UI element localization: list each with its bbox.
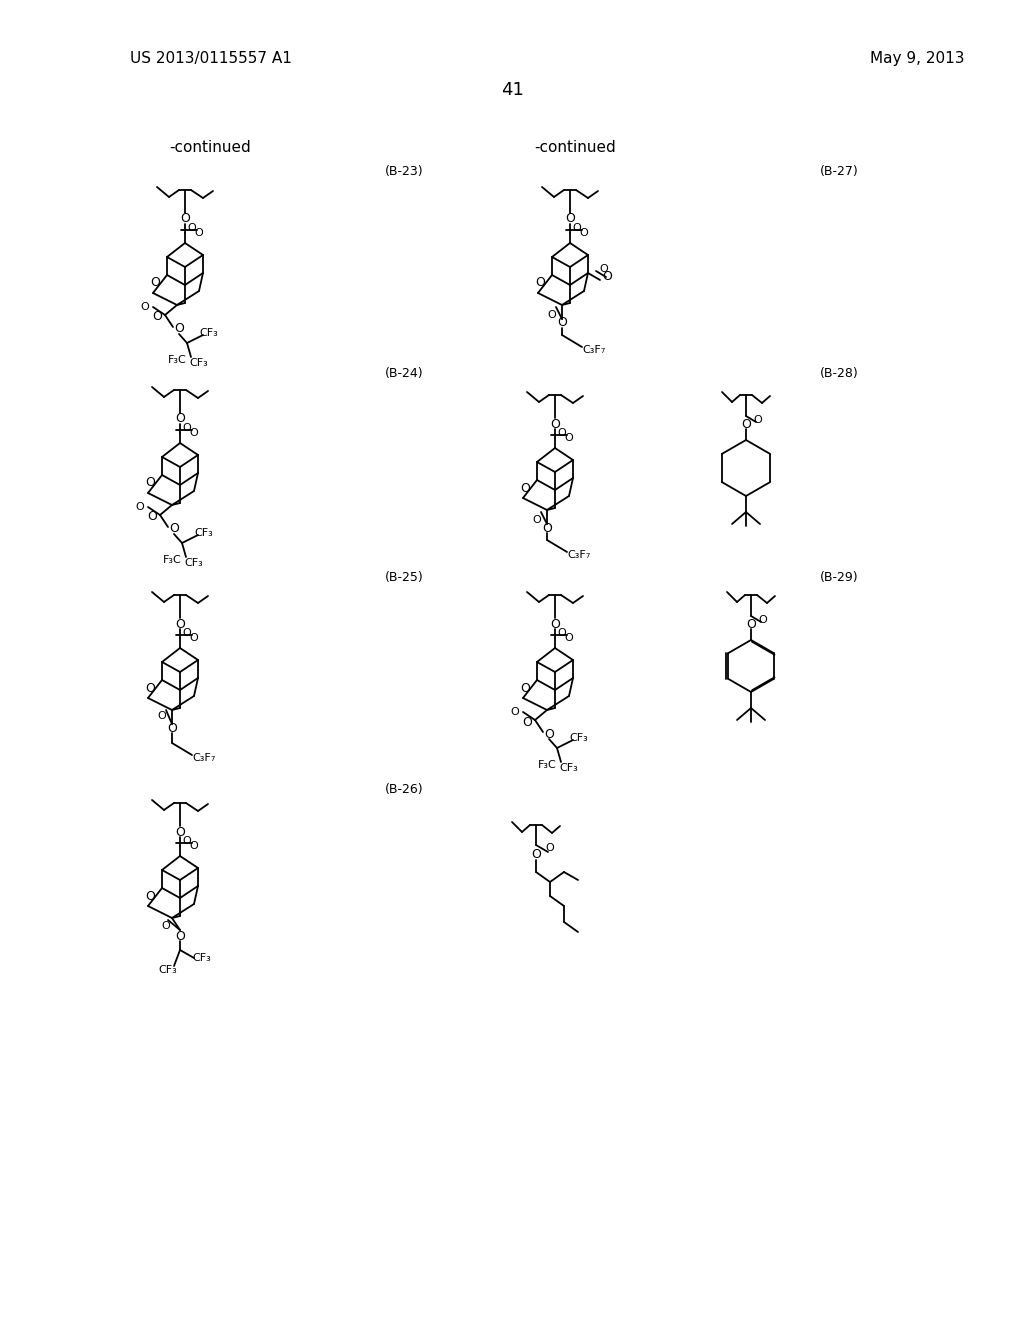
Text: -continued: -continued xyxy=(169,140,251,156)
Text: CF₃: CF₃ xyxy=(193,953,211,964)
Text: O: O xyxy=(174,322,184,335)
Text: CF₃: CF₃ xyxy=(159,965,177,975)
Text: O: O xyxy=(152,310,162,323)
Text: O: O xyxy=(145,477,155,490)
Text: O: O xyxy=(195,228,204,238)
Text: O: O xyxy=(550,417,560,430)
Text: O: O xyxy=(550,618,560,631)
Text: O: O xyxy=(558,628,566,638)
Text: O: O xyxy=(189,841,199,851)
Text: F₃C: F₃C xyxy=(538,760,556,770)
Text: O: O xyxy=(145,681,155,694)
Text: O: O xyxy=(548,310,556,319)
Text: O: O xyxy=(564,634,573,643)
Text: CF₃: CF₃ xyxy=(569,733,589,743)
Text: O: O xyxy=(746,618,756,631)
Text: C₃F₇: C₃F₇ xyxy=(583,345,605,355)
Text: CF₃: CF₃ xyxy=(560,763,579,774)
Text: O: O xyxy=(565,213,574,226)
Text: (B-23): (B-23) xyxy=(385,165,424,178)
Text: (B-28): (B-28) xyxy=(820,367,859,380)
Text: O: O xyxy=(182,422,191,433)
Text: O: O xyxy=(189,428,199,438)
Text: O: O xyxy=(558,428,566,438)
Text: CF₃: CF₃ xyxy=(195,528,213,539)
Text: C₃F₇: C₃F₇ xyxy=(193,752,216,763)
Text: O: O xyxy=(532,515,542,525)
Text: 41: 41 xyxy=(501,81,523,99)
Text: May 9, 2013: May 9, 2013 xyxy=(870,50,965,66)
Text: (B-24): (B-24) xyxy=(385,367,424,380)
Text: (B-26): (B-26) xyxy=(385,784,424,796)
Text: C₃F₇: C₃F₇ xyxy=(567,550,591,560)
Text: O: O xyxy=(147,511,157,524)
Text: CF₃: CF₃ xyxy=(189,358,208,368)
Text: O: O xyxy=(557,317,567,330)
Text: O: O xyxy=(520,681,530,694)
Text: O: O xyxy=(741,417,751,430)
Text: O: O xyxy=(600,264,608,275)
Text: O: O xyxy=(182,836,191,846)
Text: (B-27): (B-27) xyxy=(820,165,859,178)
Text: F₃C: F₃C xyxy=(168,355,186,366)
Text: O: O xyxy=(175,825,185,838)
Text: CF₃: CF₃ xyxy=(184,558,204,568)
Text: O: O xyxy=(140,302,150,312)
Text: F₃C: F₃C xyxy=(163,554,181,565)
Text: O: O xyxy=(564,433,573,444)
Text: O: O xyxy=(151,276,160,289)
Text: O: O xyxy=(162,921,170,931)
Text: O: O xyxy=(572,223,582,234)
Text: O: O xyxy=(189,634,199,643)
Text: O: O xyxy=(522,715,531,729)
Text: O: O xyxy=(167,722,177,734)
Text: O: O xyxy=(531,849,541,862)
Text: O: O xyxy=(542,521,552,535)
Text: O: O xyxy=(135,502,144,512)
Text: (B-29): (B-29) xyxy=(820,572,859,585)
Text: US 2013/0115557 A1: US 2013/0115557 A1 xyxy=(130,50,292,66)
Text: O: O xyxy=(175,412,185,425)
Text: O: O xyxy=(145,890,155,903)
Text: O: O xyxy=(544,727,554,741)
Text: O: O xyxy=(169,523,179,536)
Text: O: O xyxy=(520,482,530,495)
Text: O: O xyxy=(536,276,545,289)
Text: O: O xyxy=(759,615,767,624)
Text: CF₃: CF₃ xyxy=(200,327,218,338)
Text: O: O xyxy=(158,711,166,721)
Text: O: O xyxy=(182,628,191,638)
Text: -continued: -continued xyxy=(535,140,615,156)
Text: O: O xyxy=(175,618,185,631)
Text: O: O xyxy=(580,228,589,238)
Text: O: O xyxy=(511,708,519,717)
Text: (B-25): (B-25) xyxy=(385,572,424,585)
Text: O: O xyxy=(602,271,612,284)
Text: O: O xyxy=(180,213,189,226)
Text: O: O xyxy=(187,223,197,234)
Text: O: O xyxy=(754,414,763,425)
Text: O: O xyxy=(175,929,185,942)
Text: O: O xyxy=(546,843,554,853)
